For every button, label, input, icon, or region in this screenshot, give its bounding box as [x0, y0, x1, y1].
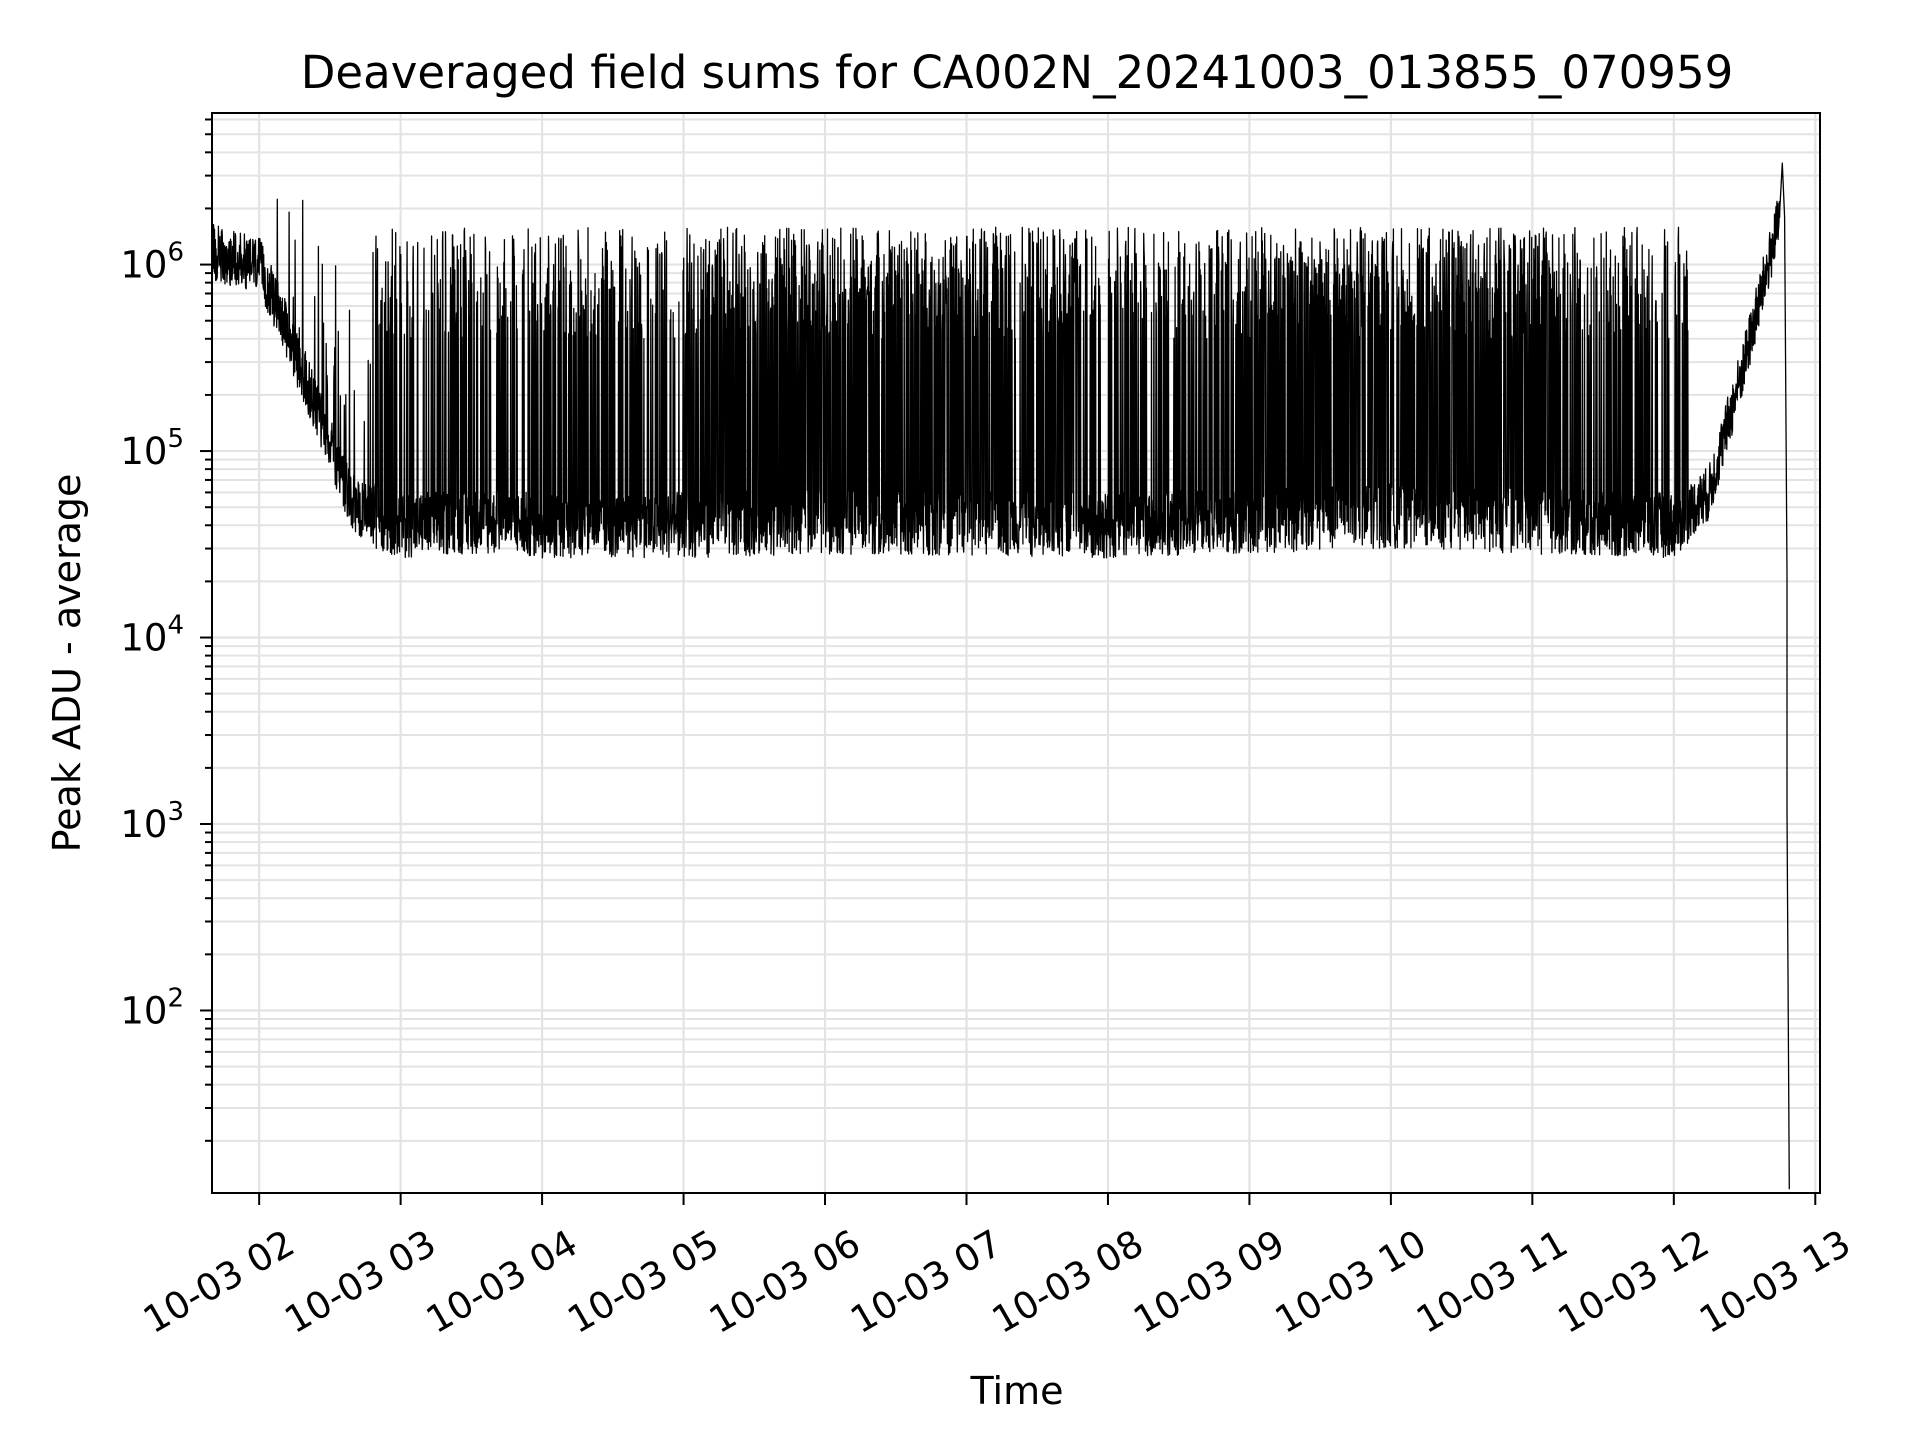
x-tick-label: 10-03 02 — [136, 1222, 302, 1342]
x-tick-label: 10-03 07 — [843, 1222, 1009, 1342]
y-tick-label: 102 — [120, 983, 184, 1032]
x-tick-label: 10-03 06 — [702, 1222, 868, 1342]
axes-frame — [211, 112, 1821, 1194]
y-tick-label: 106 — [120, 238, 184, 287]
y-tick-label: 105 — [120, 424, 184, 473]
y-tick-label: 104 — [120, 611, 184, 660]
y-tick-label: 103 — [120, 797, 184, 846]
x-axis-label: Time — [970, 1369, 1064, 1413]
x-tick-label: 10-03 05 — [560, 1222, 726, 1342]
y-axis: 102 103 104 105 106 — [120, 118, 212, 1142]
x-tick-label: 10-03 03 — [278, 1222, 444, 1342]
x-tick-label: 10-03 13 — [1692, 1222, 1858, 1342]
x-tick-label: 10-03 09 — [1126, 1222, 1292, 1342]
x-tick-label: 10-03 10 — [1268, 1222, 1434, 1342]
x-tick-label: 10-03 11 — [1409, 1222, 1575, 1342]
series-line — [212, 162, 1790, 1190]
x-tick-label: 10-03 04 — [419, 1222, 585, 1342]
chart-title: Deaveraged field sums for CA002N_2024100… — [301, 46, 1733, 99]
series-layer — [212, 162, 1790, 1190]
x-tick-label: 10-03 08 — [985, 1222, 1151, 1342]
y-axis-label: Peak ADU - average — [45, 474, 89, 853]
x-tick-label: 10-03 12 — [1551, 1222, 1717, 1342]
